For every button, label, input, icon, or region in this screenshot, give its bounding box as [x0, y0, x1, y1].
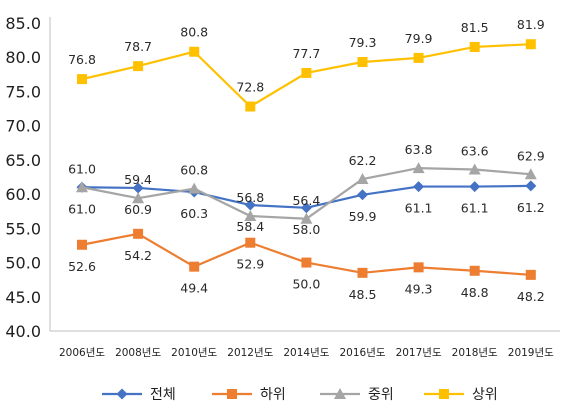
data-point-1-0 [77, 239, 87, 250]
data-label: 61.0 [68, 201, 96, 216]
data-label: 58.0 [292, 222, 320, 237]
legend-label: 하위 [260, 387, 286, 403]
data-label: 52.9 [236, 257, 264, 272]
y-tick-label: 65.0 [5, 151, 41, 170]
data-point-2-5 [356, 173, 369, 185]
data-point-1-2 [189, 261, 200, 272]
legend-marker-0 [116, 388, 128, 400]
data-point-3-7 [469, 41, 480, 52]
data-point-0-1 [132, 182, 144, 194]
data-point-3-1 [133, 61, 144, 72]
data-point-0-7 [469, 181, 481, 193]
x-tick-label: 2018년도 [452, 347, 498, 359]
data-point-2-6 [412, 162, 425, 174]
y-tick-label: 50.0 [5, 254, 41, 273]
data-point-3-4 [301, 67, 312, 78]
data-label: 52.6 [68, 259, 96, 274]
data-label: 54.2 [124, 248, 152, 263]
y-tick-label: 75.0 [5, 82, 41, 101]
data-point-2-2 [188, 182, 201, 194]
data-label: 60.9 [124, 202, 152, 217]
y-tick-label: 60.0 [5, 185, 41, 204]
data-label: 56.8 [236, 190, 264, 205]
data-label: 79.3 [349, 35, 377, 50]
data-label: 50.0 [292, 277, 320, 292]
y-tick-label: 70.0 [5, 117, 41, 136]
data-label: 58.4 [236, 219, 264, 234]
x-tick-label: 2010년도 [171, 347, 217, 359]
data-label: 60.3 [180, 206, 208, 221]
data-point-2-4 [300, 212, 313, 224]
data-label: 60.8 [180, 163, 208, 178]
legend-label: 전체 [150, 387, 176, 403]
data-point-1-3 [245, 237, 256, 248]
data-label: 48.5 [349, 287, 377, 302]
data-point-2-1 [132, 192, 145, 204]
data-label: 62.2 [349, 153, 377, 168]
data-point-2-3 [244, 210, 257, 222]
data-label: 77.7 [292, 46, 320, 61]
data-label: 49.4 [180, 281, 208, 296]
x-tick-label: 2019년도 [508, 347, 554, 359]
y-tick-label: 80.0 [5, 48, 41, 67]
data-label: 61.1 [461, 201, 489, 216]
data-label: 56.4 [292, 193, 320, 208]
x-tick-label: 2006년도 [59, 347, 105, 359]
legend-label: 중위 [368, 387, 394, 403]
data-point-1-6 [413, 262, 424, 273]
data-point-2-0 [76, 181, 88, 193]
data-point-2-7 [468, 163, 481, 175]
data-point-0-4 [300, 202, 312, 214]
data-label: 61.2 [517, 200, 545, 215]
data-label: 59.4 [124, 172, 152, 187]
y-tick-label: 45.0 [5, 288, 41, 307]
data-point-1-1 [133, 228, 144, 239]
data-label: 48.2 [517, 289, 545, 304]
x-tick-label: 2017년도 [396, 347, 442, 359]
data-point-3-5 [357, 57, 368, 68]
data-label: 81.5 [461, 20, 489, 35]
y-tick-label: 40.0 [5, 322, 41, 341]
y-tick-label: 55.0 [5, 219, 41, 238]
data-point-3-8 [525, 39, 536, 50]
data-label: 63.6 [461, 143, 489, 158]
data-point-0-8 [525, 180, 537, 192]
legend-label: 상위 [472, 387, 498, 403]
data-label: 61.1 [405, 201, 433, 216]
data-point-1-8 [525, 269, 536, 280]
data-label: 72.8 [236, 80, 264, 95]
data-label: 62.9 [517, 148, 545, 163]
data-label: 79.9 [405, 31, 433, 46]
x-tick-label: 2012년도 [227, 347, 273, 359]
data-point-2-8 [524, 168, 537, 180]
data-label: 80.8 [180, 25, 208, 40]
data-point-1-4 [301, 257, 312, 268]
legend-marker-3 [439, 389, 449, 399]
x-tick-label: 2016년도 [339, 347, 385, 359]
data-label: 63.8 [405, 142, 433, 157]
data-label: 49.3 [405, 281, 433, 296]
data-point-3-0 [77, 74, 87, 85]
legend-marker-2 [334, 388, 346, 399]
data-label: 81.9 [517, 17, 545, 32]
y-tick-label: 85.0 [5, 14, 41, 33]
data-point-0-5 [357, 189, 368, 201]
data-point-3-2 [189, 46, 200, 57]
data-point-1-5 [357, 267, 368, 278]
data-label: 76.8 [68, 52, 96, 67]
x-tick-label: 2008년도 [115, 347, 161, 359]
data-point-3-3 [245, 101, 256, 112]
data-label: 59.9 [349, 209, 377, 224]
data-label: 61.0 [68, 161, 96, 176]
legend-marker-1 [227, 389, 237, 399]
data-point-3-6 [413, 52, 424, 63]
x-tick-label: 2014년도 [283, 347, 329, 359]
data-label: 48.8 [461, 285, 489, 300]
data-point-0-6 [413, 181, 425, 193]
data-label: 78.7 [124, 39, 152, 54]
data-point-1-7 [469, 265, 480, 276]
data-point-0-3 [244, 199, 256, 211]
